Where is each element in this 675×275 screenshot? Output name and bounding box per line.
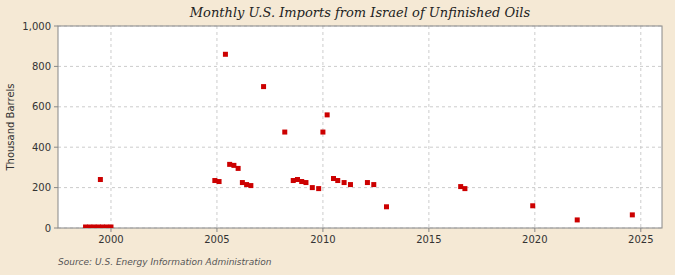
point <box>248 183 253 188</box>
x-tick <box>216 228 217 232</box>
y-grid-line <box>58 66 662 67</box>
y-tick-label: 1,000 <box>22 21 51 32</box>
point <box>365 180 370 185</box>
point <box>371 182 376 187</box>
y-tick-label: 400 <box>32 142 51 153</box>
y-tick-label: 200 <box>32 182 51 193</box>
y-grid-line <box>58 147 662 148</box>
x-tick <box>110 228 111 232</box>
point <box>462 186 467 191</box>
x-tick-label: 2015 <box>416 234 441 245</box>
point <box>325 112 330 117</box>
points <box>83 52 635 228</box>
point <box>98 177 103 182</box>
background <box>0 0 675 275</box>
y-tick <box>54 106 58 107</box>
point <box>335 178 340 183</box>
plot-area <box>58 26 662 228</box>
x-grid-line <box>110 26 111 228</box>
point <box>108 224 113 228</box>
y-tick <box>54 147 58 148</box>
point <box>320 130 325 135</box>
x-grid-line <box>428 26 429 228</box>
y-grid-line <box>58 106 662 107</box>
y-tick <box>54 228 58 229</box>
point <box>236 166 241 171</box>
point <box>530 203 535 208</box>
y-tick-label: 800 <box>32 61 51 72</box>
y-tick-label: 600 <box>32 101 51 112</box>
point <box>310 185 315 190</box>
x-tick-label: 2025 <box>628 234 653 245</box>
x-grid-line <box>322 26 323 228</box>
point <box>342 180 347 185</box>
x-grid-line <box>534 26 535 228</box>
y-tick <box>54 66 58 67</box>
x-grid-line <box>216 26 217 228</box>
x-tick-label: 2005 <box>204 234 229 245</box>
y-tick <box>54 26 58 27</box>
point <box>303 180 308 185</box>
point <box>384 204 389 209</box>
x-tick <box>322 228 323 232</box>
chart: 2000 2005 2010 2015 2020 2025 0 200 400 600 800 1,0… <box>0 0 675 275</box>
grid <box>58 26 662 228</box>
x-tick-label: 2020 <box>522 234 547 245</box>
x-tick-label: 2000 <box>98 234 123 245</box>
point <box>316 186 321 191</box>
source-note: Source: U.S. Energy Information Administ… <box>58 257 272 267</box>
point <box>630 212 635 217</box>
x-tick <box>534 228 535 232</box>
plot-frame <box>58 26 662 228</box>
y-tick-label: 0 <box>45 223 51 234</box>
y-grid-line <box>58 187 662 188</box>
point <box>348 182 353 187</box>
title: Monthly U.S. Imports from Israel of Unfi… <box>189 5 531 20</box>
x-tick <box>640 228 641 232</box>
x-tick <box>428 228 429 232</box>
point <box>223 52 228 57</box>
x-tick-label: 2010 <box>310 234 335 245</box>
point <box>261 84 266 89</box>
y-axis-label: Thousand Barrels <box>5 83 16 171</box>
point <box>217 179 222 184</box>
x-grid-line <box>640 26 641 228</box>
point <box>575 217 580 222</box>
y-tick <box>54 187 58 188</box>
point <box>282 130 287 135</box>
